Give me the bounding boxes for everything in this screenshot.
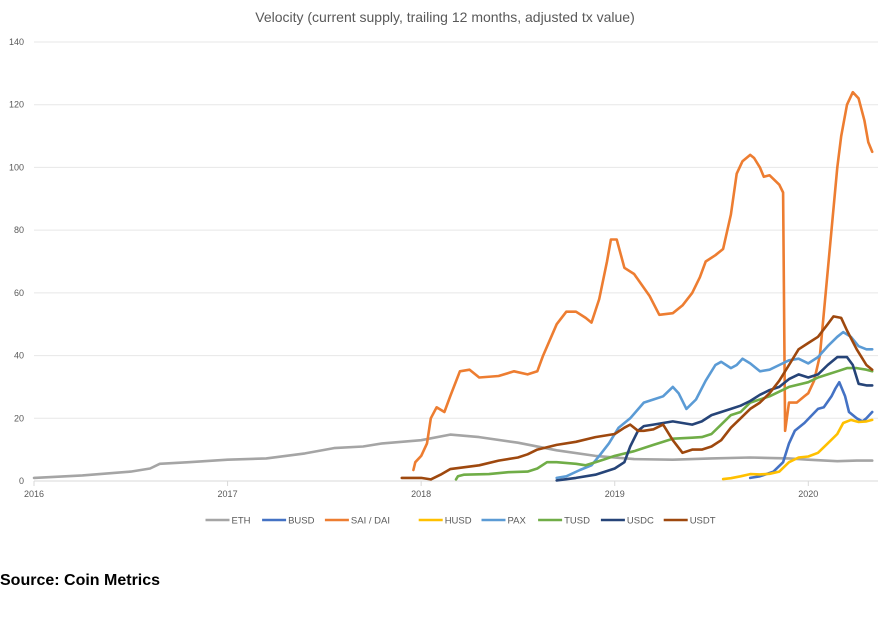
y-tick-label: 120 [9,100,24,110]
y-tick-label: 100 [9,162,24,172]
y-axis: 0 20 40 60 80 100 120 140 [9,37,24,486]
series-line-usdc [555,355,874,482]
series-line-tusd [454,366,874,481]
legend-label-busd: BUSD [288,516,315,527]
legend-label-eth: ETH [232,516,251,527]
legend: ETH BUSD SAI / DAI HUSD PAX TUSD USDC USDT [205,516,716,527]
y-tick-label: 80 [14,225,24,235]
velocity-chart: Velocity (current supply, trailing 12 mo… [9,9,878,527]
x-tick-label: 2016 [24,489,44,499]
legend-label-tusd: TUSD [564,516,590,527]
legend-label-usdc: USDC [627,516,654,527]
legend-label-sai-dai: SAI / DAI [351,516,390,527]
legend-label-usdt: USDT [690,516,716,527]
x-tick-label: 2020 [798,489,818,499]
legend-label-husd: HUSD [445,516,472,527]
legend-label-pax: PAX [508,516,527,527]
y-tick-label: 0 [19,476,24,486]
x-axis: 2016 2017 2018 2019 2020 [24,481,818,499]
series-line-eth [32,433,874,480]
x-tick-label: 2018 [411,489,431,499]
y-tick-label: 140 [9,37,24,47]
gridlines [34,41,878,482]
series-line-busd [748,380,874,480]
x-tick-label: 2017 [218,489,238,499]
y-tick-label: 60 [14,288,24,298]
x-tick-label: 2019 [605,489,625,499]
y-tick-label: 40 [14,351,24,361]
series-line-usdt [400,315,874,481]
chart-title: Velocity (current supply, trailing 12 mo… [255,9,634,25]
series-line-husd [721,418,874,481]
series-line-sai-dai [412,90,874,472]
y-tick-label: 20 [14,413,24,423]
series-lines [32,90,874,482]
series-line-pax [555,330,874,480]
source-note: Source: Coin Metrics [0,572,161,589]
